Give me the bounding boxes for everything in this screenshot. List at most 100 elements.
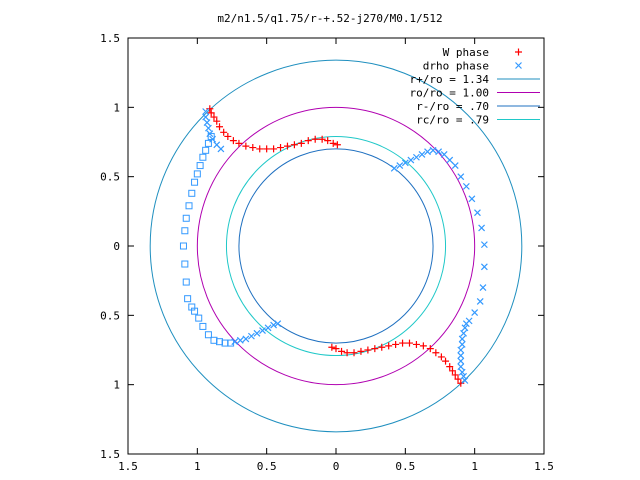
w-phase-plus-point xyxy=(206,105,214,113)
circle-rc-ro-79 xyxy=(225,135,447,357)
w-phase-plus-point xyxy=(399,339,407,347)
series-square-point xyxy=(207,132,215,140)
drho-phase-cross-point xyxy=(471,309,479,316)
legend-label: drho phase xyxy=(423,60,489,73)
w-phase-plus-point xyxy=(324,137,332,145)
legend-label: ro/ro = 1.00 xyxy=(410,87,489,100)
w-phase-plus-point xyxy=(338,347,346,355)
drho-phase-cross-point xyxy=(202,113,210,121)
series-square-point xyxy=(227,339,235,347)
drho-phase-cross-point xyxy=(460,372,467,380)
w-phase-plus-point xyxy=(270,145,278,153)
drho-phase-cross-point xyxy=(418,151,426,158)
legend-label: r-/ro = .70 xyxy=(416,100,489,113)
w-phase-plus-point xyxy=(412,340,420,348)
w-phase-plus-point xyxy=(311,135,319,143)
w-phase-plus-point xyxy=(249,144,257,152)
w-phase-plus-point xyxy=(283,142,291,150)
drho-phase-cross-point xyxy=(242,335,250,343)
y-tick-label: 1.5 xyxy=(100,32,120,45)
data-points xyxy=(179,105,488,387)
drho-phase-cross-point xyxy=(457,357,465,365)
drho-phase-cross-point xyxy=(202,108,210,115)
drho-phase-cross-point xyxy=(401,159,409,167)
w-phase-plus-point xyxy=(385,342,393,350)
series-square-point xyxy=(182,278,190,286)
w-phase-plus-point xyxy=(405,339,413,347)
series-square-point xyxy=(204,331,212,339)
drho-phase-cross-point xyxy=(247,332,255,340)
circle-r-ro-70 xyxy=(238,148,434,344)
drho-phase-cross-point xyxy=(461,324,469,332)
w-phase-plus-point xyxy=(277,144,285,152)
series-square-point xyxy=(185,202,193,210)
w-phase-plus-point xyxy=(343,349,351,357)
y-tick-label: 0.5 xyxy=(100,309,120,322)
w-phase-plus-point xyxy=(364,346,372,354)
x-tick-label: 0.5 xyxy=(257,460,277,473)
w-phase-plus-point xyxy=(442,357,450,365)
radius-circles xyxy=(149,59,523,433)
drho-phase-cross-point xyxy=(217,145,225,153)
w-phase-plus-point xyxy=(437,353,445,361)
w-phase-plus-point xyxy=(224,132,232,140)
drho-phase-cross-point xyxy=(429,146,437,154)
w-phase-plus-point xyxy=(329,139,337,147)
w-phase-plus-point xyxy=(371,345,379,353)
chart-title: m2/n1.5/q1.75/r-+.52-j270/M0.1/512 xyxy=(217,12,442,25)
drho-phase-cross-point xyxy=(413,153,420,161)
drho-phase-cross-point xyxy=(474,209,481,217)
drho-phase-cross-point xyxy=(205,124,212,132)
w-phase-plus-point xyxy=(229,137,237,145)
w-phase-plus-point xyxy=(328,343,336,351)
drho-phase-cross-point xyxy=(435,148,443,156)
series-square-point xyxy=(196,162,204,170)
w-phase-plus-point xyxy=(290,141,298,149)
series-square-point xyxy=(191,307,199,315)
drho-phase-cross-point xyxy=(264,324,272,332)
w-phase-plus-point xyxy=(263,145,271,153)
x-tick-label: 0.5 xyxy=(395,460,415,473)
series-square-point xyxy=(179,242,187,250)
drho-phase-cross-point xyxy=(460,329,467,337)
drho-phase-cross-point xyxy=(457,363,465,371)
w-phase-plus-point xyxy=(392,340,400,348)
y-tick-label: 1 xyxy=(113,379,120,392)
drho-phase-cross-point xyxy=(461,377,469,384)
x-tick-label: 1 xyxy=(194,460,201,473)
y-tick-label: 1.5 xyxy=(100,448,120,461)
drho-phase-cross-point xyxy=(259,327,266,335)
w-phase-plus-point xyxy=(451,371,459,379)
drho-phase-cross-point xyxy=(458,368,466,376)
x-tick-label: 1.5 xyxy=(118,460,138,473)
series-square-point xyxy=(181,260,189,268)
w-phase-plus-point xyxy=(426,345,434,353)
w-phase-plus-point xyxy=(210,113,218,121)
w-phase-plus-point xyxy=(318,135,326,143)
series-square-point xyxy=(182,214,190,222)
y-tick-label: 1 xyxy=(113,101,120,114)
w-phase-plus-point xyxy=(242,142,250,150)
drho-phase-cross-point xyxy=(468,195,476,203)
drho-phase-cross-point xyxy=(446,156,454,164)
legend-label: r+/ro = 1.34 xyxy=(410,73,490,86)
w-phase-plus-point xyxy=(304,137,312,145)
drho-phase-cross-point xyxy=(458,341,466,348)
drho-phase-cross-point xyxy=(458,335,466,343)
circle-r-ro-1-34 xyxy=(149,59,523,433)
series-square-point xyxy=(188,189,196,197)
drho-phase-cross-point xyxy=(253,329,261,337)
drho-phase-cross-point xyxy=(457,352,465,359)
drho-phase-cross-point xyxy=(479,284,487,292)
w-phase-plus-point xyxy=(378,343,386,351)
series-square-point xyxy=(191,178,199,186)
circle-ro-ro-1-00 xyxy=(196,106,476,386)
drho-phase-cross-point xyxy=(236,336,244,344)
axis-ticks: 1.5 1 0.5 0 0.5 1 1.51.510.500.511.5 xyxy=(100,32,554,473)
legend-label: rc/ro = .79 xyxy=(416,114,489,127)
x-tick-label: 0 xyxy=(333,460,340,473)
series-square-point xyxy=(181,227,189,235)
drho-phase-cross-point xyxy=(396,162,404,169)
